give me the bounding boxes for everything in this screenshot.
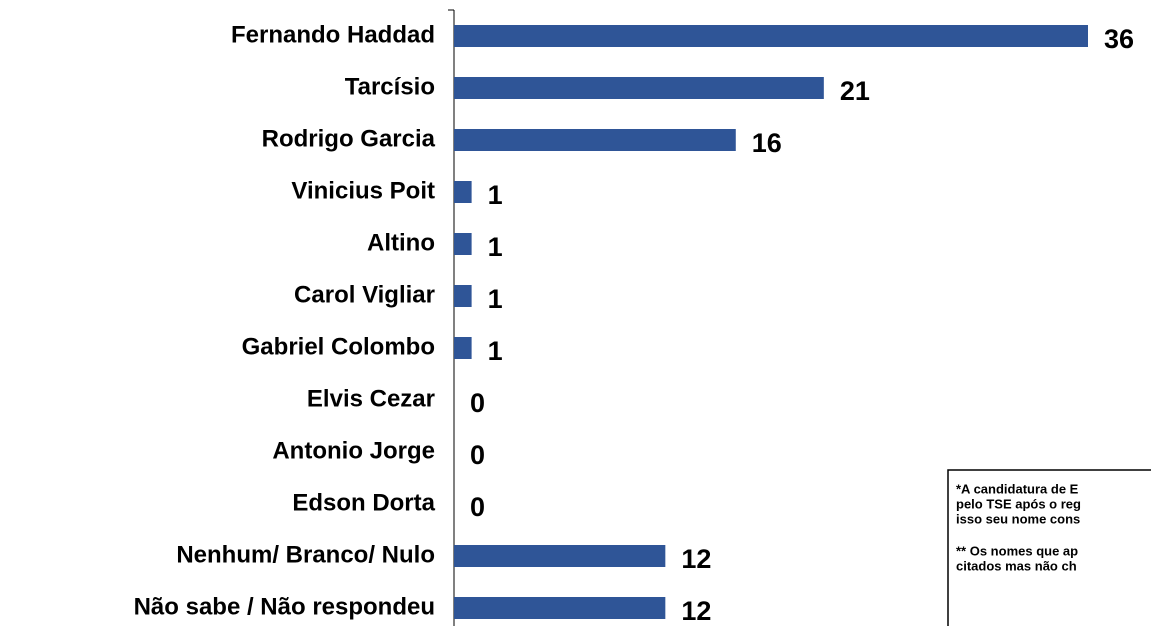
category-label: Nenhum/ Branco/ Nulo: [176, 541, 435, 568]
bar: [454, 77, 824, 99]
value-label: 16: [752, 128, 782, 158]
note-text: *A candidatura de E: [956, 481, 1079, 496]
value-label: 1: [488, 232, 503, 262]
value-label: 0: [470, 388, 485, 418]
category-label: Antonio Jorge: [272, 437, 435, 464]
category-label: Rodrigo Garcia: [262, 125, 436, 152]
note-box: [947, 469, 1151, 626]
value-label: 1: [488, 284, 503, 314]
value-label: 21: [840, 76, 870, 106]
value-label: 0: [470, 492, 485, 522]
category-label: Vinicius Poit: [291, 177, 435, 204]
value-label: 12: [681, 544, 711, 574]
category-label: Carol Vigliar: [294, 281, 435, 308]
bar: [454, 25, 1088, 47]
value-label: 12: [681, 596, 711, 626]
bar: [454, 233, 472, 255]
category-label: Não sabe / Não respondeu: [134, 593, 435, 620]
value-label: 1: [488, 336, 503, 366]
bar: [454, 285, 472, 307]
note-text: pelo TSE após o reg: [956, 496, 1081, 511]
category-label: Gabriel Colombo: [242, 333, 435, 360]
value-label: 0: [470, 440, 485, 470]
category-label: Tarcísio: [345, 73, 435, 100]
bar: [454, 181, 472, 203]
bar: [454, 545, 666, 567]
bar: [454, 337, 472, 359]
note-text: ** Os nomes que ap: [956, 543, 1078, 558]
category-label: Edson Dorta: [292, 489, 435, 516]
note-text: citados mas não ch: [956, 558, 1077, 573]
category-label: Fernando Haddad: [231, 21, 435, 48]
bar: [454, 129, 736, 151]
value-label: 36: [1104, 24, 1134, 54]
bar: [454, 597, 666, 619]
value-label: 1: [488, 180, 503, 210]
category-label: Elvis Cezar: [307, 385, 435, 412]
category-label: Altino: [367, 229, 435, 256]
note-text: isso seu nome cons: [956, 511, 1080, 526]
